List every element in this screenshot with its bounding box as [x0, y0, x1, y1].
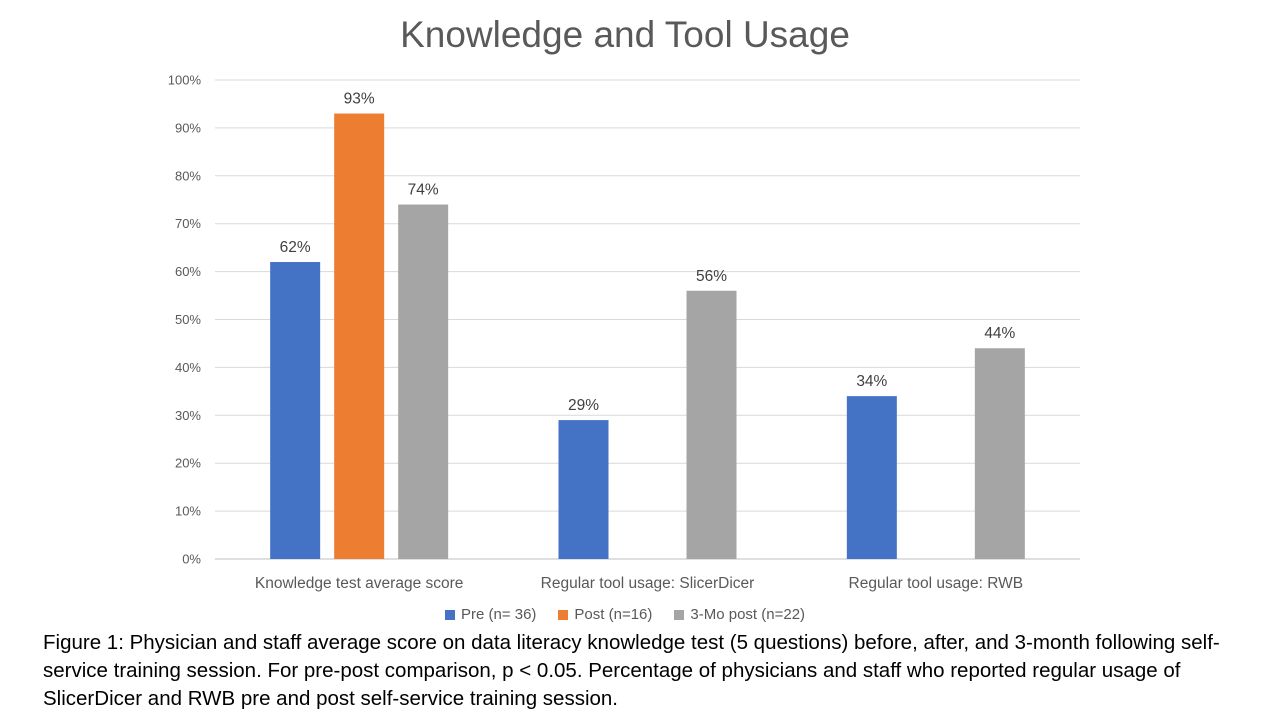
x-axis-category-labels: Knowledge test average score Regular tool…: [255, 575, 1023, 592]
bar: [686, 290, 737, 559]
legend-item: Pre (n= 36): [444, 606, 537, 623]
legend-label: 3-Mo post (n=22): [690, 606, 806, 623]
y-tick-label: 20%: [175, 456, 201, 471]
legend-item: Post (n=16): [558, 606, 652, 623]
y-tick-label: 10%: [175, 504, 201, 519]
bar: [558, 420, 609, 559]
data-labels: 62% 93% 74% 29% 56% 34% 44%: [280, 91, 1016, 415]
x-category-label: Knowledge test average score: [255, 575, 464, 592]
data-label: 93%: [344, 91, 375, 108]
legend-swatch: [674, 609, 685, 620]
data-label: 29%: [568, 397, 599, 414]
y-tick-label: 90%: [175, 120, 201, 135]
x-category-label: Regular tool usage: RWB: [849, 575, 1024, 592]
y-tick-label: 50%: [175, 312, 201, 327]
bar: [974, 348, 1025, 559]
bars: [270, 113, 1025, 560]
chart-title: Knowledge and Tool Usage: [400, 14, 850, 55]
y-tick-label: 40%: [175, 360, 201, 375]
data-label: 56%: [696, 268, 727, 285]
y-axis-tick-labels: 0% 10% 20% 30% 40% 50% 60% 70% 80% 90% 100%: [168, 73, 202, 567]
legend-label: Pre (n= 36): [460, 606, 537, 623]
bar: [270, 262, 321, 559]
legend-item: 3-Mo post (n=22): [674, 606, 805, 623]
data-label: 74%: [408, 182, 439, 199]
legend-swatch: [444, 609, 455, 620]
legend-swatch: [558, 609, 569, 620]
figure-caption: Figure 1: Physician and staff average sc…: [43, 631, 1220, 710]
y-tick-label: 0%: [182, 552, 201, 567]
data-label: 62%: [280, 239, 311, 256]
data-label: 44%: [984, 325, 1015, 342]
y-tick-label: 60%: [175, 264, 201, 279]
y-tick-label: 80%: [175, 168, 201, 183]
bar: [846, 396, 897, 559]
legend: Pre (n= 36) Post (n=16) 3-Mo post (n=22): [0, 606, 1250, 623]
bar: [398, 204, 449, 560]
y-tick-label: 70%: [175, 216, 201, 231]
legend-label: Post (n=16): [574, 606, 653, 623]
bar: [334, 113, 385, 559]
data-label: 34%: [856, 373, 887, 390]
x-category-label: Regular tool usage: SlicerDicer: [541, 575, 755, 592]
y-tick-label: 100%: [168, 73, 202, 88]
y-tick-label: 30%: [175, 408, 201, 423]
